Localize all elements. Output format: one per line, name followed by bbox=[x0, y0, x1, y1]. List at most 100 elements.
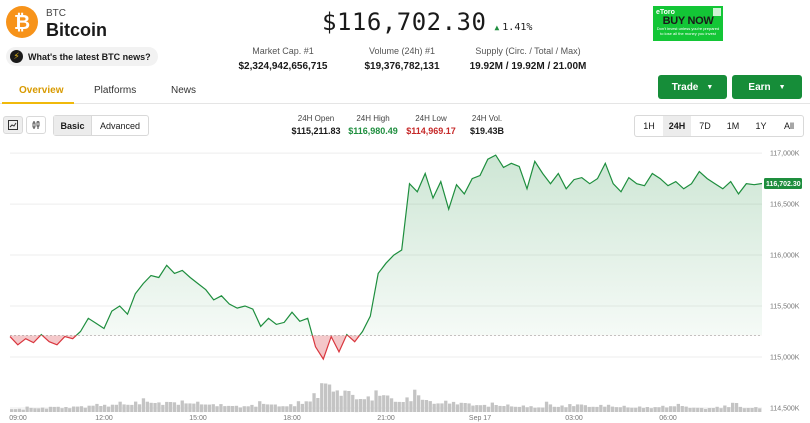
volume-bar bbox=[630, 407, 634, 412]
volume-bar bbox=[370, 400, 374, 412]
volume-bar bbox=[203, 404, 208, 412]
volume-bar bbox=[479, 405, 483, 412]
latest-news-button[interactable]: ⚡ What's the latest BTC news? bbox=[6, 47, 158, 66]
volume-bar bbox=[393, 401, 398, 412]
volume-bar bbox=[541, 407, 545, 412]
volume-bar bbox=[591, 406, 595, 412]
volume-bar bbox=[103, 404, 107, 412]
stat-label: Market Cap. #1 bbox=[252, 46, 314, 56]
volume-bar bbox=[41, 407, 45, 412]
trade-button[interactable]: Trade ▼ bbox=[658, 75, 727, 99]
tab-platforms[interactable]: Platforms bbox=[94, 85, 137, 96]
volume-bar bbox=[451, 401, 456, 412]
last-price-label: 116,702.30 bbox=[766, 181, 801, 188]
advanced-mode-button[interactable]: Advanced bbox=[99, 120, 141, 131]
volume-bar bbox=[254, 406, 258, 412]
volume-bar bbox=[145, 401, 149, 412]
volume-bar bbox=[25, 406, 29, 412]
range-7d-button[interactable]: 7D bbox=[699, 121, 711, 131]
volume-bar bbox=[459, 402, 463, 412]
volume-bar bbox=[199, 404, 204, 413]
volume-bar bbox=[424, 400, 429, 412]
volume-bar bbox=[273, 404, 277, 412]
range-1h-button[interactable]: 1H bbox=[643, 121, 655, 131]
basic-mode-button[interactable]: Basic bbox=[54, 116, 92, 135]
volume-bar bbox=[355, 399, 359, 413]
y-tick-label: 117,000K bbox=[770, 151, 800, 158]
volume-bar bbox=[378, 395, 382, 412]
volume-bar bbox=[657, 407, 661, 412]
price-line-up bbox=[39, 154, 763, 336]
volume-bar bbox=[510, 406, 514, 412]
volume-bar bbox=[564, 407, 568, 412]
price-chart[interactable]: 117,000K 116,500K 116,000K 115,500K 115,000K… bbox=[0, 140, 810, 423]
range-1y-button[interactable]: 1Y bbox=[755, 121, 767, 131]
earn-button[interactable]: Earn ▼ bbox=[732, 75, 802, 99]
ad-headline: BUY NOW bbox=[662, 15, 714, 27]
volume-bar bbox=[568, 404, 572, 412]
change-percent: 1.41% bbox=[502, 22, 533, 33]
range-all-button[interactable]: All bbox=[783, 121, 794, 131]
line-chart-toggle[interactable] bbox=[3, 116, 23, 134]
volume-bar bbox=[211, 404, 215, 412]
volume-stat: Volume (24h) #1 $19,376,782,131 bbox=[355, 46, 449, 72]
volume-bar bbox=[599, 404, 603, 412]
volume-bar bbox=[180, 400, 184, 412]
volume-bar bbox=[645, 407, 649, 412]
candlestick-toggle[interactable] bbox=[26, 116, 46, 134]
day-high-stat: 24H High $116,980.49 bbox=[345, 114, 401, 136]
volume-bar bbox=[703, 408, 708, 412]
volume-bar bbox=[207, 404, 211, 412]
price-change: ▲ 1.41% bbox=[494, 22, 532, 33]
volume-bar bbox=[157, 402, 161, 412]
volume-bar bbox=[444, 400, 448, 412]
volume-bar bbox=[389, 398, 394, 412]
stat-value: $2,324,942,656,715 bbox=[238, 61, 328, 72]
volume-bar bbox=[289, 404, 293, 412]
etoro-ad-banner[interactable]: eToro BUY NOW Don't invest unless you're… bbox=[653, 6, 723, 41]
volume-bar bbox=[320, 383, 324, 412]
x-tick-label: Sep 17 bbox=[469, 415, 491, 422]
volume-bar bbox=[149, 402, 153, 412]
volume-bar bbox=[684, 406, 688, 412]
volume-bar bbox=[537, 407, 541, 412]
volume-bar bbox=[533, 407, 537, 412]
volume-bar bbox=[293, 406, 297, 412]
price-chart-svg[interactable]: 117,000K 116,500K 116,000K 115,500K 115,000K… bbox=[0, 140, 810, 423]
volume-bar bbox=[653, 407, 657, 412]
day-stat-value: $116,980.49 bbox=[348, 126, 398, 136]
volume-bar bbox=[521, 405, 525, 412]
volume-bar bbox=[638, 406, 642, 412]
time-range-selector: 1H 24H 7D 1M 1Y All bbox=[634, 115, 804, 137]
range-24h-button[interactable]: 24H bbox=[663, 116, 691, 136]
active-tab-indicator bbox=[2, 102, 74, 104]
volume-bar bbox=[75, 406, 80, 412]
volume-bar bbox=[312, 393, 316, 412]
volume-bar bbox=[234, 405, 239, 412]
volume-bar bbox=[300, 403, 304, 412]
volume-bar bbox=[606, 404, 611, 412]
volume-bar bbox=[661, 405, 665, 412]
range-1m-button[interactable]: 1M bbox=[726, 121, 740, 131]
volume-bar bbox=[56, 406, 60, 412]
volume-bar bbox=[13, 409, 18, 412]
volume-bar bbox=[184, 403, 188, 412]
volume-bar bbox=[572, 406, 576, 412]
volume-bar bbox=[506, 404, 510, 412]
y-tick-label: 115,000K bbox=[770, 355, 800, 362]
y-tick-label: 115,500K bbox=[770, 304, 800, 311]
volume-bar bbox=[331, 391, 335, 412]
supply-stat: Supply (Circ. / Total / Max) 19.92M / 19… bbox=[466, 46, 590, 72]
volume-bar bbox=[575, 404, 580, 413]
day-low-stat: 24H Low $114,969.17 bbox=[403, 114, 459, 136]
volume-bar bbox=[44, 408, 49, 412]
ad-info-icon[interactable] bbox=[713, 8, 721, 16]
volume-bar bbox=[723, 405, 727, 412]
volume-bar bbox=[126, 404, 130, 412]
volume-bar bbox=[436, 403, 440, 412]
volume-bar bbox=[742, 408, 746, 412]
tab-overview[interactable]: Overview bbox=[19, 85, 64, 96]
tab-news[interactable]: News bbox=[171, 85, 197, 96]
volume-bar bbox=[137, 404, 142, 412]
volume-bar bbox=[696, 407, 700, 412]
